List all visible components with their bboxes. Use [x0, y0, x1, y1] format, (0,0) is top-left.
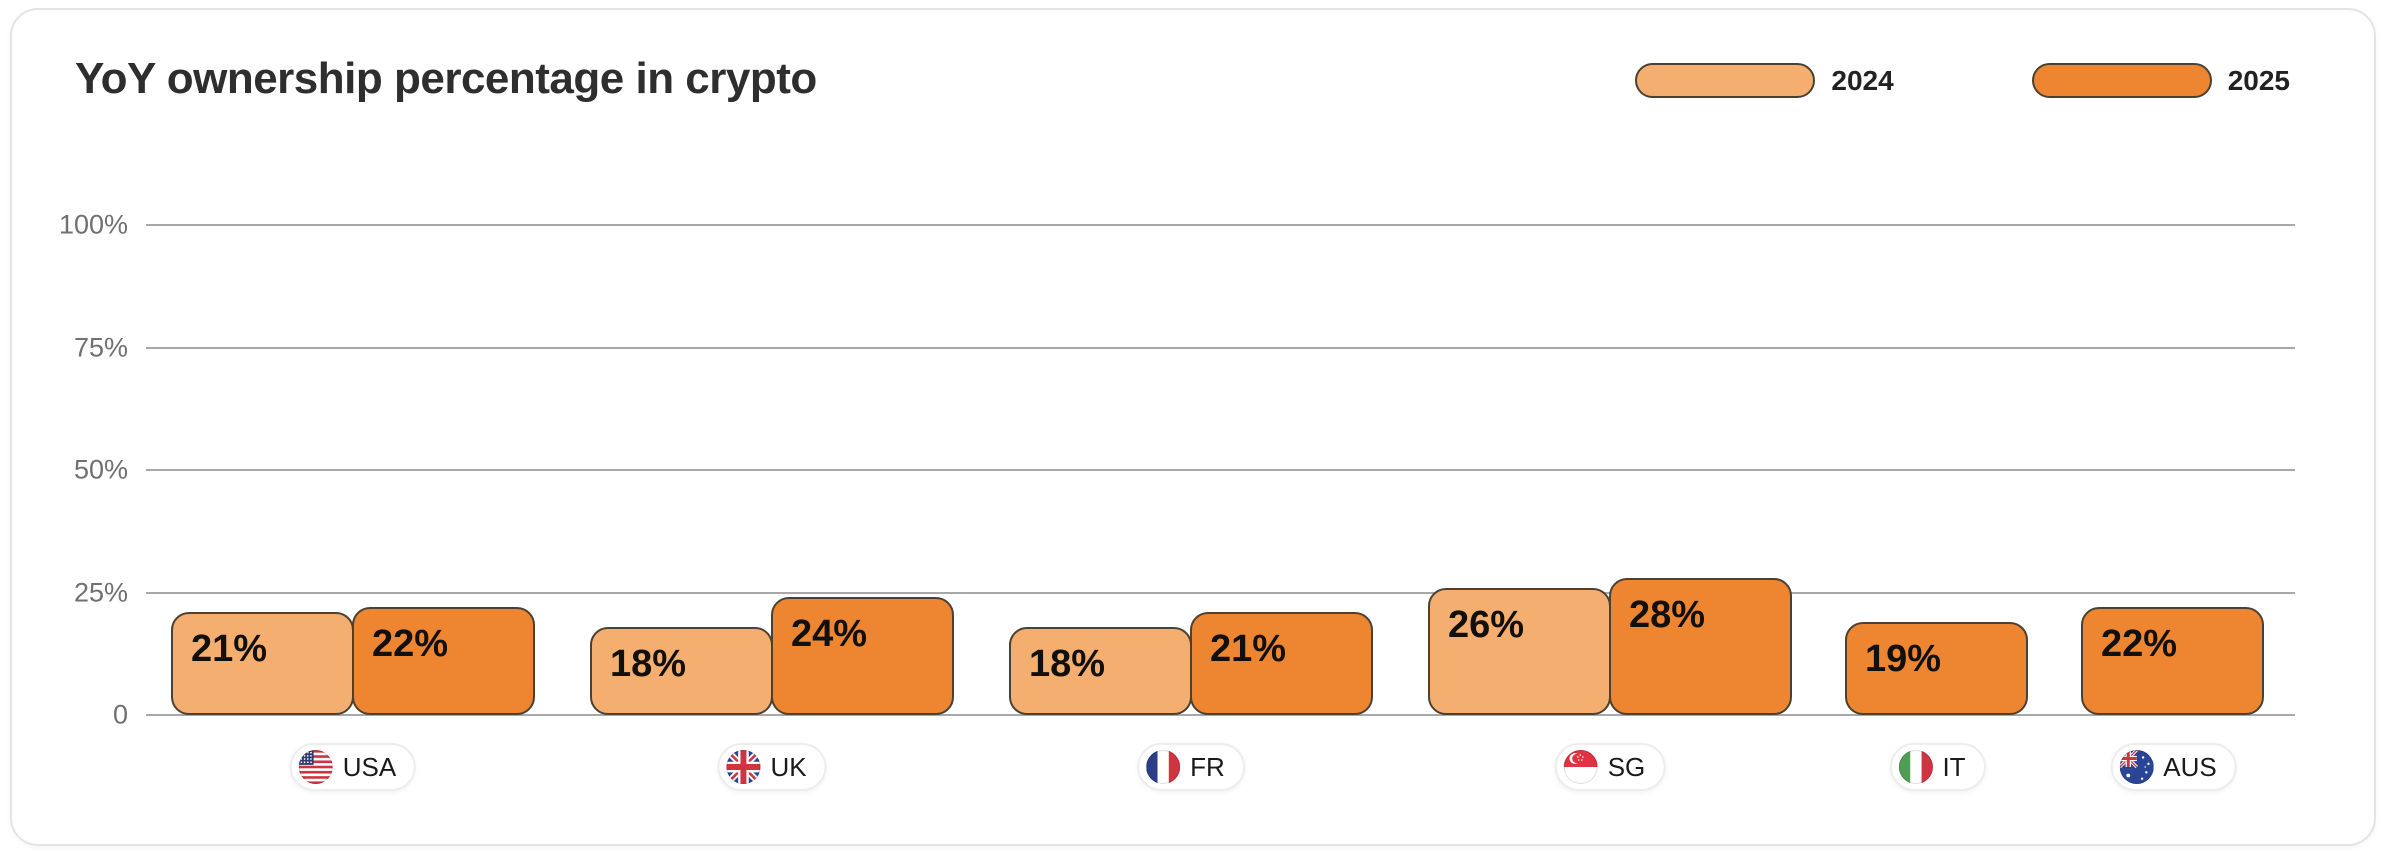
- gridline: [146, 469, 2295, 471]
- category-group-usa: 21% 22% USA: [171, 225, 535, 791]
- category-group-fr: 18% 21% FR: [1009, 225, 1373, 791]
- gridline: [146, 714, 2295, 716]
- legend-label: 2025: [2227, 64, 2290, 96]
- sg-flag-icon: [1563, 750, 1598, 784]
- bar-2024-uk[interactable]: 18%: [590, 626, 773, 715]
- y-axis-tick-label: 100%: [58, 209, 128, 240]
- country-pill-label: UK: [770, 751, 807, 782]
- legend: 2024 2025: [1635, 63, 2290, 98]
- bar-value-label: 26%: [1448, 603, 1525, 646]
- category-group-aus: 22% AUS: [2081, 225, 2264, 791]
- bar-2025-fr[interactable]: 21%: [1190, 612, 1373, 715]
- gridline: [146, 591, 2295, 594]
- bar-2025-it[interactable]: 19%: [1845, 621, 2028, 715]
- legend-label: 2024: [1831, 64, 1894, 96]
- y-axis-tick-label: 25%: [73, 577, 128, 607]
- bar-value-label: 28%: [1629, 593, 1706, 636]
- aus-flag-icon: [2119, 750, 2154, 784]
- bar-2024-sg[interactable]: 26%: [1428, 587, 1611, 715]
- country-pill-uk: UK: [717, 743, 827, 791]
- chart-card: YoY ownership percentage in crypto 2024 2…: [10, 8, 2376, 846]
- country-pill-it: IT: [1889, 743, 1986, 791]
- category-group-sg: 26% 28% SG: [1428, 225, 1792, 791]
- legend-swatch-2025: [2031, 63, 2212, 98]
- bar-value-label: 18%: [610, 642, 687, 685]
- country-pill-label: AUS: [2163, 751, 2217, 782]
- country-pill-fr: FR: [1137, 743, 1245, 791]
- fr-flag-icon: [1146, 750, 1181, 784]
- y-axis-tick-label: 75%: [73, 332, 128, 362]
- bar-value-label: 18%: [1029, 642, 1106, 685]
- country-pill-label: SG: [1607, 751, 1646, 782]
- bar-2025-usa[interactable]: 22%: [352, 607, 535, 715]
- gridline: [146, 346, 2295, 349]
- bar-value-label: 24%: [791, 613, 868, 656]
- gridline: [146, 224, 2295, 226]
- bar-2024-usa[interactable]: 21%: [171, 612, 354, 715]
- y-axis-tick-label: 0: [112, 699, 128, 730]
- uk-flag-icon: [726, 750, 761, 784]
- bar-groups: 21% 22% USA 18% 24% UK 18% 21% FR 26% 28% SG 19% IT 22…: [171, 225, 2264, 791]
- y-axis-tick-label: 50%: [73, 454, 128, 485]
- bar-value-label: 22%: [372, 623, 449, 666]
- legend-swatch-2024: [1635, 63, 1816, 98]
- bar-value-label: 19%: [1865, 637, 1942, 680]
- bar-2024-fr[interactable]: 18%: [1009, 626, 1192, 715]
- chart-title: YoY ownership percentage in crypto: [75, 54, 817, 103]
- bar-chart-plot: 100% 75% 50% 25% 0 21% 22% USA 18% 24% UK 18% 21% FR 2…: [12, 10, 2374, 844]
- category-group-uk: 18% 24% UK: [590, 225, 954, 791]
- country-pill-label: IT: [1942, 751, 1966, 782]
- legend-item-2024[interactable]: 2024: [1635, 63, 1894, 98]
- country-pill-label: FR: [1190, 751, 1225, 782]
- country-pill-sg: SG: [1554, 743, 1666, 791]
- bar-2025-sg[interactable]: 28%: [1609, 577, 1792, 715]
- usa-flag-icon: [298, 750, 333, 784]
- bar-value-label: 22%: [2101, 623, 2178, 666]
- it-flag-icon: [1898, 750, 1933, 784]
- legend-item-2025[interactable]: 2025: [2031, 63, 2290, 98]
- country-pill-aus: AUS: [2110, 743, 2237, 791]
- bar-2025-aus[interactable]: 22%: [2081, 607, 2264, 715]
- bar-value-label: 21%: [191, 628, 268, 671]
- bar-2025-uk[interactable]: 24%: [771, 597, 954, 715]
- country-pill-label: USA: [342, 751, 397, 782]
- category-group-it: 19% IT: [1845, 225, 2028, 791]
- country-pill-usa: USA: [289, 743, 417, 791]
- bar-value-label: 21%: [1210, 628, 1287, 671]
